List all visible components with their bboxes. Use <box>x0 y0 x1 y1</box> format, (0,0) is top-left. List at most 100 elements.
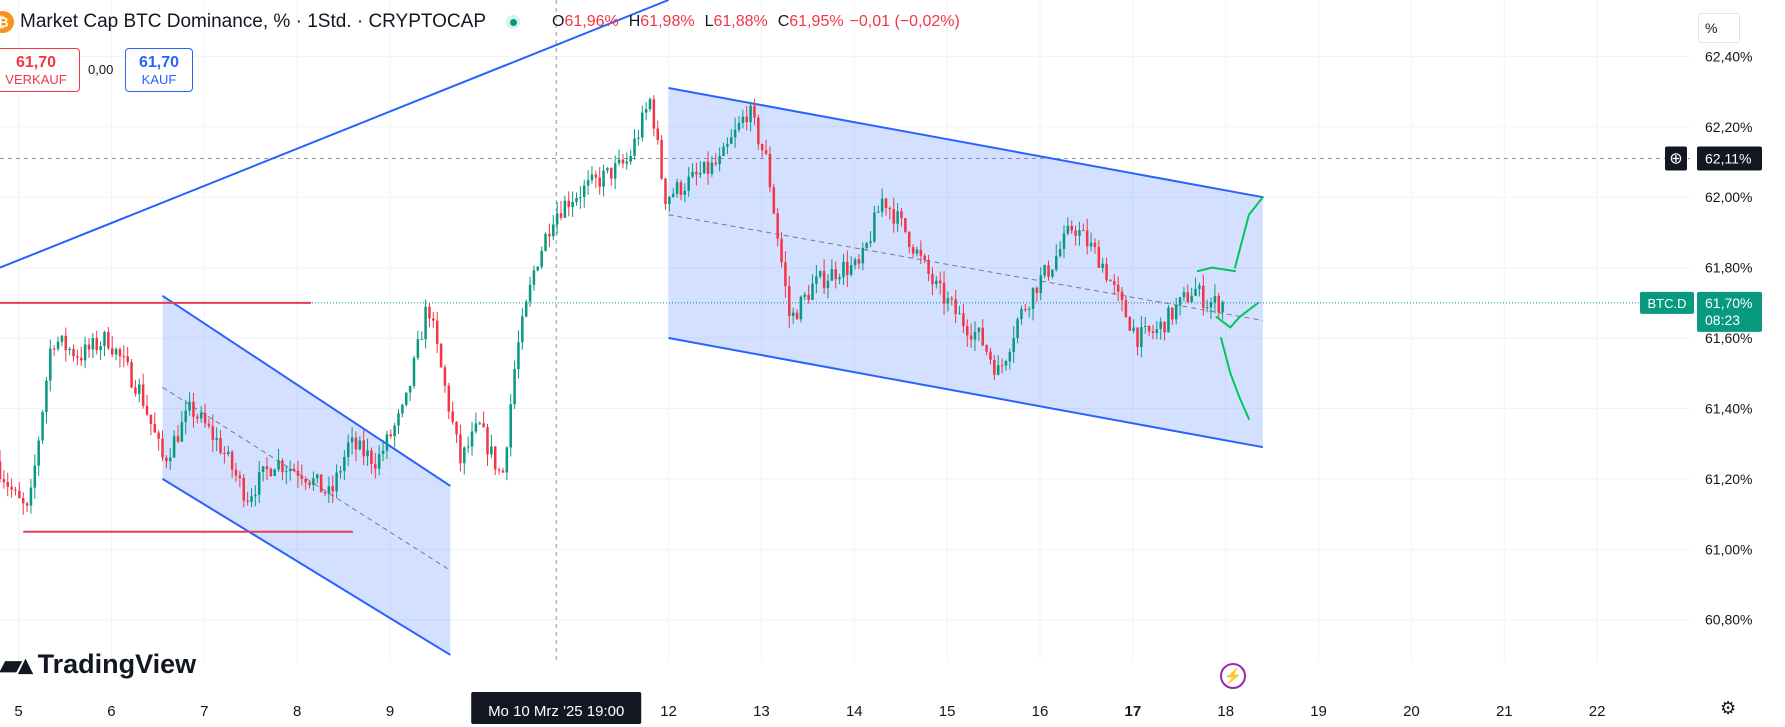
candle-body <box>702 161 706 174</box>
candle-body <box>1070 225 1073 231</box>
candle-body <box>737 122 741 130</box>
candle-body <box>215 437 218 440</box>
ohlc-key: O <box>552 13 565 30</box>
candle-body <box>726 143 729 147</box>
candle-body <box>637 137 640 139</box>
crosshair-time-label: Mo 10 Mrz '25 19:00 <box>488 703 624 720</box>
candle-body <box>900 211 903 219</box>
ohlc-value: 61,96% <box>564 13 619 30</box>
candle-body <box>552 224 555 237</box>
candle-body <box>602 170 605 187</box>
candle-body <box>304 478 307 483</box>
candle-body <box>660 139 663 179</box>
candle-body <box>343 456 346 472</box>
candle-body <box>849 265 853 275</box>
buy-button[interactable]: 61,70 KAUF <box>125 48 193 92</box>
time-tick-label: 15 <box>939 703 956 720</box>
candle-body <box>1202 285 1205 308</box>
candle-body <box>904 218 907 232</box>
candle-body <box>401 404 404 414</box>
candle-body <box>33 465 37 488</box>
candle-body <box>172 436 176 458</box>
candle-body <box>56 341 60 349</box>
candle-body <box>265 466 269 469</box>
candle-body <box>234 469 238 476</box>
ohlc-value: 61,95% <box>789 13 844 30</box>
candle-body <box>335 472 338 492</box>
chart-drawings[interactable] <box>0 0 1264 656</box>
candle-body <box>474 423 478 432</box>
candle-body <box>91 338 95 350</box>
candle-body <box>219 437 222 453</box>
candle-body <box>919 249 923 256</box>
candle-body <box>323 492 327 494</box>
channel-bottom-line <box>668 337 1264 449</box>
symbol-title[interactable]: Market Cap BTC Dominance, % · 1Std. · CR… <box>20 11 487 32</box>
candle-body <box>428 306 431 319</box>
candle-body <box>1058 248 1062 257</box>
candle-body <box>621 159 625 164</box>
candle-body <box>281 460 284 472</box>
candle-body <box>1000 365 1004 367</box>
candle-body <box>695 171 698 175</box>
scale-mode-button[interactable]: % <box>1698 13 1740 43</box>
candle-body <box>1116 284 1120 292</box>
candle-body <box>633 138 636 156</box>
candle-body <box>432 318 435 321</box>
candle-body <box>1120 291 1124 301</box>
candle-body <box>463 447 466 464</box>
candle-body <box>791 312 795 316</box>
countdown-label: 08:23 <box>1705 312 1740 328</box>
candle-body <box>888 207 892 210</box>
candle-body <box>478 423 482 425</box>
candle-body <box>1221 302 1224 313</box>
candle-body <box>238 475 242 478</box>
market-status-icon[interactable] <box>506 15 521 29</box>
ohlc-legend: O61,96% H61,98% L61,88% C61,95% −0,01 (−0,02… <box>542 13 960 31</box>
time-tick-label: 8 <box>293 703 301 720</box>
candle-body <box>1105 263 1108 281</box>
candle-body <box>524 301 528 317</box>
candle-body <box>985 345 988 352</box>
candle-body <box>482 423 485 428</box>
time-tick-label: 9 <box>386 703 394 720</box>
last-price-badge <box>1697 291 1762 332</box>
time-axis[interactable]: 5 6 7 8 9 12 13 14 15 16 17 18 19 20 21 22 Mo 10 Mrz '25… <box>0 690 1690 727</box>
candle-body <box>826 280 830 289</box>
candle-body <box>644 109 648 113</box>
candle-body <box>834 269 837 280</box>
candle-body <box>865 243 868 248</box>
sell-button[interactable]: 61,70 VERKAUF <box>0 48 80 92</box>
price-axis[interactable]: 60,80% 61,00% 61,20% 61,40% 61,60% 61,80% 62,0… <box>1640 0 1785 727</box>
chart-header: ₿ Market Cap BTC Dominance, % · 1Std. · … <box>0 8 960 36</box>
time-tick-label: 16 <box>1032 703 1049 720</box>
candle-body <box>49 348 52 381</box>
candle-body <box>1113 281 1116 285</box>
candle-body <box>68 348 71 351</box>
candle-body <box>861 247 865 264</box>
candle-body <box>536 266 540 271</box>
candle-body <box>745 116 748 123</box>
candle-body <box>257 472 261 495</box>
brush-stroke <box>1220 337 1250 421</box>
lightning-icon[interactable]: ⚡ <box>1220 663 1246 689</box>
candle-body <box>14 489 17 491</box>
candle-body <box>706 161 710 174</box>
candle-body <box>1128 317 1132 331</box>
candle-body <box>141 384 145 406</box>
candle-body <box>768 153 772 188</box>
channel-median-line <box>668 214 1263 321</box>
candle-body <box>590 174 594 181</box>
candle-body <box>83 344 87 361</box>
brush-stroke <box>1215 301 1260 329</box>
candle-body <box>261 466 265 473</box>
candle-body <box>729 137 733 144</box>
candle-body <box>795 312 799 320</box>
brush-drawings[interactable] <box>1196 196 1264 421</box>
gear-icon[interactable]: ⚙ <box>1720 698 1737 718</box>
candle-body <box>1151 331 1155 334</box>
candle-body <box>753 105 756 118</box>
candle-body <box>1051 269 1054 277</box>
candle-body <box>540 250 543 267</box>
